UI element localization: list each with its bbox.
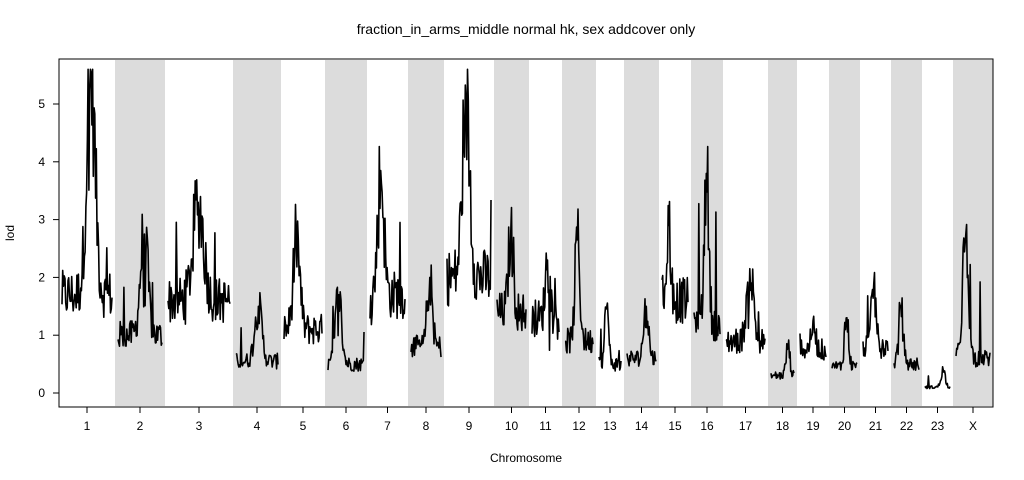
y-tick-label-1: 1 [38, 328, 45, 342]
x-tick-label-2: 2 [137, 419, 144, 433]
lod-curve-chr-1 [61, 68, 113, 319]
x-tick-label-13: 13 [603, 419, 617, 433]
shade-chr-20 [829, 60, 860, 406]
lod-curve-chr-16 [693, 145, 721, 342]
x-tick-label-6: 6 [343, 419, 350, 433]
x-tick-label-11: 11 [539, 419, 552, 433]
x-tick-label-16: 16 [700, 419, 714, 433]
x-axis-label: Chromosome [490, 451, 562, 465]
lod-curve-chr-19 [799, 315, 827, 361]
x-tick-label-9: 9 [466, 419, 473, 433]
x-tick-label-20: 20 [838, 419, 852, 433]
x-axis: 1 2 3 4 5 6 7 8 9 10 11 12 13 14 15 16 17 18 19 20 21 22 23 X [84, 407, 977, 433]
y-tick-label-4: 4 [38, 155, 45, 169]
x-tick-label-3: 3 [196, 419, 203, 433]
lod-curve-chr-9 [446, 68, 492, 307]
lod-curve-chr-12 [564, 208, 594, 354]
x-tick-label-22: 22 [900, 419, 914, 433]
shade-chr-22 [891, 60, 922, 406]
x-tick-label-7: 7 [384, 419, 391, 433]
lod-curve-chr-22 [893, 297, 920, 372]
lod-curve-chr-11 [531, 252, 560, 352]
lod-curve-chr-5 [283, 203, 323, 345]
shade-chr-8 [408, 60, 444, 406]
y-tick-label-2: 2 [38, 270, 45, 284]
y-axis: 0 1 2 3 4 5 [38, 97, 59, 400]
lod-curve-chr-13 [598, 302, 622, 372]
y-axis-label: lod [3, 225, 17, 241]
x-tick-label-14: 14 [635, 419, 649, 433]
x-tick-label-X: X [969, 419, 977, 433]
lod-curve-chr-X [955, 223, 991, 368]
lod-curve-chr-15 [661, 200, 689, 324]
y-tick-label-5: 5 [38, 97, 45, 111]
lod-curve-chr-4 [235, 291, 279, 370]
x-tick-label-4: 4 [254, 419, 261, 433]
y-tick-label-0: 0 [38, 386, 45, 400]
x-tick-label-18: 18 [776, 419, 790, 433]
lod-curve-chr-20 [831, 316, 858, 371]
x-tick-label-21: 21 [869, 419, 883, 433]
chart-title: fraction_in_arms_middle normal hk, sex a… [357, 21, 696, 37]
lod-curve-chr-8 [410, 264, 442, 358]
y-tick-label-3: 3 [38, 213, 45, 227]
x-tick-label-8: 8 [423, 419, 430, 433]
x-tick-label-19: 19 [806, 419, 820, 433]
lod-curve-chr-7 [369, 145, 406, 326]
lod-curve-chr-18 [770, 339, 795, 380]
x-tick-label-1: 1 [84, 419, 91, 433]
lod-curve-chr-14 [626, 297, 657, 367]
x-tick-label-5: 5 [300, 419, 307, 433]
lod-curve-chr-2 [117, 213, 163, 348]
lod-curves [61, 68, 991, 390]
x-tick-label-15: 15 [668, 419, 682, 433]
lod-curve-chr-23 [924, 365, 951, 390]
x-tick-label-23: 23 [931, 419, 945, 433]
lod-curve-chr-6 [327, 286, 365, 372]
lod-curve-chr-21 [862, 271, 889, 360]
plot-frame [58, 58, 994, 408]
x-tick-label-17: 17 [739, 419, 753, 433]
x-tick-label-12: 12 [572, 419, 586, 433]
shade-chr-18 [768, 60, 797, 406]
x-tick-label-10: 10 [505, 419, 519, 433]
lod-curve-chr-10 [496, 206, 527, 332]
shade-chr-16 [691, 60, 723, 406]
shade-chr-2 [115, 60, 165, 406]
lod-curve-chr-3 [167, 179, 231, 325]
lod-curve-chr-17 [725, 267, 766, 354]
